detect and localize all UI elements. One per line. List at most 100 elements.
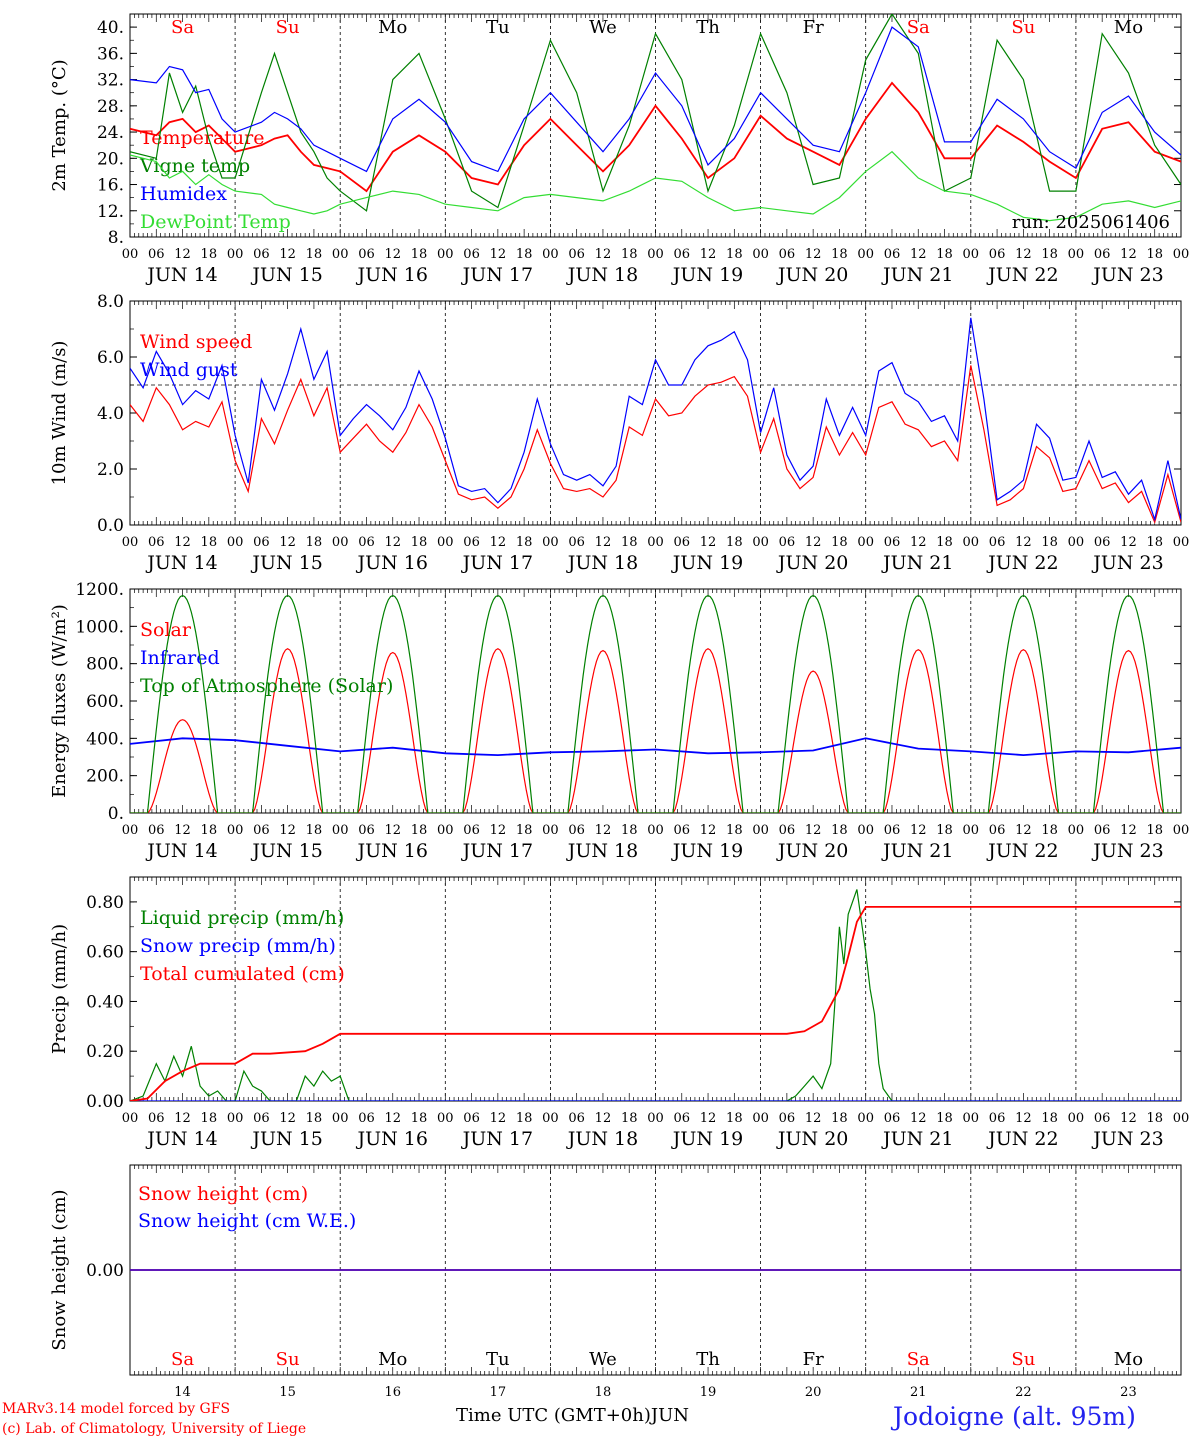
hour-tick-label: 00	[963, 823, 980, 838]
hour-tick-label: 00	[752, 535, 769, 550]
date-label: JUN 21	[881, 552, 953, 574]
y-tick-label: 20.	[97, 149, 124, 169]
date-label: JUN 23	[1091, 264, 1163, 286]
plot-frame	[129, 13, 1182, 238]
date-label: JUN 18	[566, 840, 638, 862]
hour-tick-label: 00	[542, 1111, 559, 1126]
time-axis-text: Time UTC (GMT+0h)	[456, 1405, 651, 1426]
day-number: 14	[174, 1385, 191, 1400]
hour-tick-label: 06	[884, 823, 901, 838]
y-tick-label: 32.	[97, 71, 124, 91]
hour-tick-label: 00	[437, 823, 454, 838]
hour-tick-label: 12	[700, 535, 717, 550]
hour-tick-label: 12	[279, 535, 296, 550]
hour-tick-label: 06	[358, 247, 375, 262]
hour-tick-label: 18	[726, 535, 743, 550]
day-abbr-top: We	[589, 17, 617, 38]
panel-5: 0.00 Snow height (cm) Snow height (cm) Snow…	[49, 1164, 1182, 1376]
y-tick-label: 0.80	[86, 893, 124, 913]
hour-tick-label: 00	[542, 247, 559, 262]
date-label: JUN 20	[776, 840, 848, 862]
date-label: JUN 21	[881, 840, 953, 862]
hour-tick-label: 06	[568, 535, 585, 550]
day-abbr-top: Sa	[171, 17, 194, 38]
hour-tick-label: 00	[227, 823, 244, 838]
date-label: JUN 18	[566, 264, 638, 286]
hour-tick-label: 12	[279, 247, 296, 262]
hour-tick-label: 18	[201, 823, 218, 838]
hour-tick-label: 00	[1173, 823, 1190, 838]
hour-tick-label: 12	[910, 823, 927, 838]
hour-tick-label: 18	[1146, 823, 1163, 838]
series-line	[130, 365, 1181, 525]
hour-tick-label: 12	[384, 823, 401, 838]
legend-entry: Wind gust	[140, 359, 238, 381]
hour-tick-label: 18	[306, 823, 323, 838]
date-label: JUN 17	[461, 840, 533, 862]
day-abbr-top: Su	[1011, 17, 1035, 38]
hour-tick-label: 06	[148, 247, 165, 262]
hour-tick-label: 18	[411, 535, 428, 550]
hour-tick-label: 06	[1094, 1111, 1111, 1126]
hour-tick-label: 18	[516, 247, 533, 262]
date-label: JUN 22	[986, 840, 1058, 862]
hour-tick-label: 06	[779, 247, 796, 262]
day-number: 19	[700, 1385, 717, 1400]
y-tick-label: 600.	[86, 692, 124, 712]
hour-tick-label: 06	[674, 535, 691, 550]
hour-tick-label: 12	[595, 247, 612, 262]
y-tick-label: 1000.	[75, 617, 124, 637]
day-abbr-bottom: We	[589, 1349, 617, 1370]
hour-tick-label: 12	[1015, 247, 1032, 262]
series-line	[130, 647, 1181, 813]
hour-tick-label: 12	[805, 247, 822, 262]
hour-tick-label: 12	[490, 535, 507, 550]
hour-tick-label: 00	[332, 535, 349, 550]
hour-tick-label: 12	[384, 247, 401, 262]
date-label: JUN 15	[250, 264, 322, 286]
hour-tick-label: 00	[1068, 535, 1085, 550]
hour-tick-label: 00	[857, 247, 874, 262]
hour-tick-label: 00	[752, 247, 769, 262]
hour-tick-label: 12	[279, 823, 296, 838]
hour-tick-label: 00	[227, 247, 244, 262]
hour-tick-label: 12	[805, 823, 822, 838]
hour-tick-label: 18	[411, 247, 428, 262]
hour-tick-label: 12	[910, 535, 927, 550]
hour-tick-label: 12	[490, 1111, 507, 1126]
meteogram: 8. 12. 16. 20. 24. 28. 32. 36. 40. 2m Temp. (°C) T…	[49, 13, 1190, 1400]
hour-tick-label: 06	[989, 1111, 1006, 1126]
hour-tick-label: 06	[779, 1111, 796, 1126]
date-label: JUN 20	[776, 264, 848, 286]
hour-tick-label: 00	[437, 1111, 454, 1126]
hour-tick-label: 18	[831, 823, 848, 838]
hour-tick-label: 00	[857, 1111, 874, 1126]
hour-tick-label: 06	[463, 535, 480, 550]
hour-tick-label: 06	[148, 535, 165, 550]
hour-tick-label: 12	[595, 1111, 612, 1126]
day-number: 21	[910, 1385, 927, 1400]
hour-tick-label: 12	[1120, 247, 1137, 262]
y-tick-label: 200.	[86, 767, 124, 787]
day-abbr-top: Th	[696, 17, 720, 38]
plot-frame	[129, 588, 1182, 814]
legend-entry: Humidex	[140, 183, 227, 205]
date-label: JUN 15	[250, 1128, 322, 1150]
legend-entry: Snow height (cm W.E.)	[138, 1210, 356, 1232]
hour-tick-label: 12	[490, 247, 507, 262]
date-label: JUN 14	[145, 264, 217, 286]
hour-tick-label: 00	[647, 535, 664, 550]
hour-tick-label: 12	[700, 1111, 717, 1126]
hour-tick-label: 00	[1173, 535, 1190, 550]
hour-tick-label: 06	[253, 247, 270, 262]
date-label: JUN 22	[986, 1128, 1058, 1150]
hour-tick-label: 18	[306, 1111, 323, 1126]
date-label: JUN 14	[145, 1128, 217, 1150]
hour-tick-label: 00	[437, 247, 454, 262]
series-line	[130, 737, 1181, 757]
hour-tick-label: 06	[568, 1111, 585, 1126]
hour-tick-label: 12	[384, 1111, 401, 1126]
hour-tick-label: 06	[1094, 823, 1111, 838]
hour-tick-label: 06	[989, 823, 1006, 838]
date-label: JUN 16	[356, 264, 428, 286]
